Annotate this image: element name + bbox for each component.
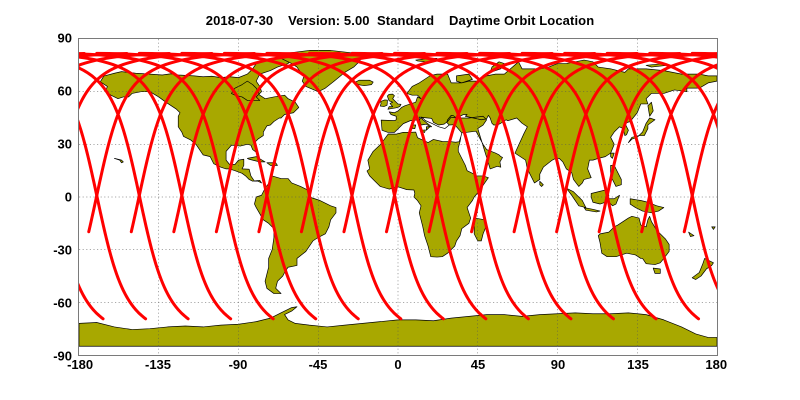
y-tick-label: 90 (57, 30, 72, 46)
orbit-track-line (97, 53, 316, 318)
y-axis-labels: -90 -60 -30 0 30 60 90 (32, 31, 72, 364)
orbit-track-line (79, 54, 212, 232)
landmass (689, 232, 694, 236)
orbit-track-line (522, 53, 717, 318)
orbit-track-line (309, 53, 528, 318)
landmass (355, 80, 373, 85)
orbit-track-line (174, 54, 340, 232)
landmass (611, 153, 615, 158)
orbit-track-line (642, 54, 717, 232)
orbit-tracks (79, 39, 717, 355)
landmass (387, 94, 401, 109)
orbit-track-line (565, 53, 717, 318)
landmass (540, 181, 544, 186)
x-tick-label: 135 (627, 357, 649, 372)
orbit-track-line (480, 53, 699, 318)
landmass (380, 100, 387, 107)
orbit-track-line (301, 54, 467, 232)
landmass (598, 216, 669, 264)
orbit-track-line (429, 54, 595, 232)
orbit-track-line (267, 53, 486, 318)
orbit-track-line (514, 54, 680, 232)
orbit-track-line (216, 54, 382, 232)
grid-lines (79, 39, 717, 355)
y-tick-label: -30 (53, 242, 72, 258)
x-axis-labels: -180 -135 -90 -45 0 45 90 135 180 (67, 357, 727, 377)
plot-frame (78, 38, 718, 356)
y-tick-label: -90 (53, 348, 72, 364)
orbit-track-line (437, 53, 656, 318)
orbit-track-line (599, 54, 717, 232)
x-tick-label: -45 (308, 357, 328, 372)
orbit-track-line (684, 54, 717, 232)
orbit-track-line (89, 54, 255, 232)
orbit-track-line (139, 53, 358, 318)
y-tick-label: 0 (64, 189, 72, 205)
orbit-track-line (79, 53, 273, 318)
landmass (254, 176, 336, 294)
orbit-track-line (79, 53, 146, 318)
x-tick-label: 45 (470, 357, 486, 372)
orbit-track-line (131, 54, 297, 232)
y-tick-label: -60 (53, 295, 72, 311)
orbit-track-line (79, 53, 231, 318)
orbit-track-line (472, 54, 638, 232)
x-tick-label: 180 (705, 357, 728, 372)
x-tick-label: 0 (394, 357, 402, 372)
orbit-track-line (182, 53, 401, 318)
orbit-track-line (224, 53, 443, 318)
landmass (653, 268, 660, 273)
x-tick-label: 90 (550, 357, 566, 372)
orbit-track-line (79, 54, 127, 232)
orbit-track-line (352, 53, 571, 318)
y-tick-label: 60 (57, 83, 72, 99)
landmass (712, 227, 716, 230)
landmass (648, 102, 653, 116)
x-tick-label: -135 (144, 357, 172, 372)
orbit-track-line (394, 53, 613, 318)
landmass (114, 158, 123, 162)
x-tick-label: -180 (67, 357, 94, 372)
orbit-track-line (259, 54, 425, 232)
orbit-track-line (79, 53, 188, 318)
figure-title: 2018-07-30 Version: 5.00 Standard Daytim… (205, 13, 595, 28)
plot-area (78, 38, 718, 356)
orbit-track-line (344, 54, 510, 232)
x-tick-label: -90 (228, 357, 248, 372)
orbit-track-line (557, 54, 717, 232)
orbit-track-line (79, 54, 169, 232)
landmass (584, 208, 600, 212)
y-tick-label: 30 (57, 136, 72, 152)
orbit-track-line (386, 54, 552, 232)
